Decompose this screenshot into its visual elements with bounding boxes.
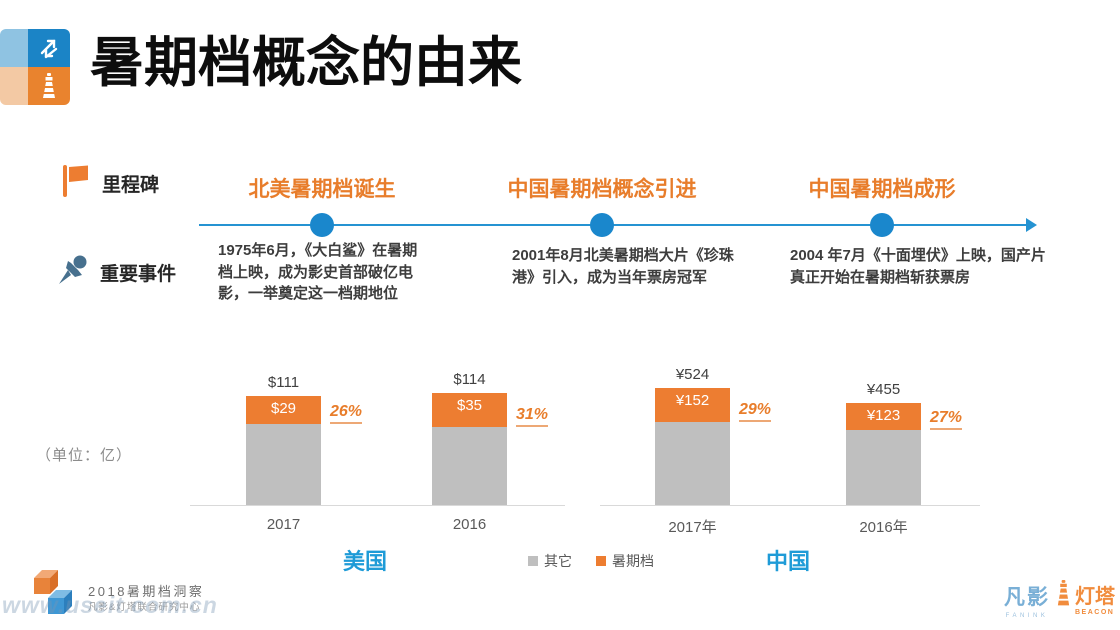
page-title: 暑期档概念的由来 — [90, 33, 522, 93]
legend-item-other: 其它 — [528, 551, 572, 571]
chart-title-china: 中国 — [765, 549, 810, 574]
beacon-logo: 灯塔 BEACON — [1056, 578, 1115, 617]
bar-segment-summer: ¥152 — [655, 388, 730, 422]
lighthouse-icon — [28, 67, 70, 105]
flag-icon — [60, 163, 90, 204]
bar-pct-label: 26% — [330, 403, 363, 424]
beacon-lighthouse-icon — [1056, 578, 1071, 617]
milestone-row-text: 里程碑 — [102, 175, 160, 196]
chart-legend: 其它 暑期档 — [528, 551, 654, 571]
bar-segment-summer: $35 — [432, 393, 507, 427]
legend-swatch-other — [528, 556, 538, 566]
milestone-title-2: 中国暑期档概念引进 — [507, 178, 697, 201]
legend-item-summer: 暑期档 — [596, 551, 654, 571]
beacon-logo-sub: BEACON — [1075, 608, 1115, 616]
chart-axis — [190, 505, 565, 506]
milestone-title-1: 北美暑期档诞生 — [248, 178, 396, 201]
bar-segment-other — [655, 422, 730, 505]
bar-segment-summer: $29 — [246, 396, 321, 424]
event-text-1: 1975年6月，《大白鲨》在暑期档上映，成为影史首部破亿电影，一举奠定这一档期地… — [218, 242, 418, 302]
watermark: www.useit.com.cn — [2, 592, 218, 618]
fanink-logo-sub: FANINK — [1005, 613, 1049, 619]
bar-category-label: 2016年 — [859, 519, 908, 536]
bar-total-label: ¥524 — [675, 366, 710, 383]
bar-category-label: 2017年 — [668, 519, 717, 536]
timeline-dot-1 — [310, 213, 334, 237]
fanink-logo: 凡影 FANINK — [1004, 581, 1050, 619]
slide-logo — [0, 29, 70, 105]
event-text-3: 2004 年7月《十面埋伏》上映，国产片真正开始在暑期档斩获票房 — [790, 247, 1046, 286]
fanink-logo-name: 凡影 — [1004, 586, 1050, 609]
legend-swatch-summer — [596, 556, 606, 566]
timeline-arrow — [1026, 218, 1037, 232]
timeline-dot-2 — [590, 213, 614, 237]
bar-segment-label: ¥123 — [866, 407, 901, 424]
bar-category-label: 2016 — [452, 516, 487, 533]
legend-label-summer: 暑期档 — [612, 553, 654, 569]
bar-total-label: ¥455 — [866, 381, 901, 398]
milestone-title-3: 中国暑期档成形 — [808, 178, 956, 201]
bar-segment-label: $29 — [270, 400, 297, 417]
beacon-logo-name: 灯塔 — [1075, 585, 1115, 608]
logo-quad-lightblue — [0, 29, 28, 67]
report-subtitle: 凡影&灯塔联合研究中心 — [88, 602, 201, 613]
report-logo — [28, 564, 78, 625]
bar-segment-other — [246, 424, 321, 505]
bar-total-label: $114 — [453, 371, 486, 388]
report-title: 2018暑期档洞察 — [88, 584, 205, 599]
unit-note: （单位：亿） — [36, 447, 133, 464]
chart-axis — [600, 505, 980, 506]
bar-segment-label: $35 — [456, 397, 483, 414]
event-text-2: 2001年8月北美暑期档大片《珍珠港》引入，成为当年票房冠军 — [512, 247, 734, 286]
legend-label-other: 其它 — [544, 553, 572, 569]
events-row-text: 重要事件 — [100, 264, 177, 285]
arrows-icon — [28, 29, 70, 67]
bar-pct-label: 27% — [930, 409, 963, 430]
chart-title-usa: 美国 — [342, 549, 387, 574]
bar-pct-label: 31% — [516, 406, 549, 427]
bar-category-label: 2017 — [266, 516, 301, 533]
pushpin-icon — [56, 253, 88, 292]
timeline-dot-3 — [870, 213, 894, 237]
bar-segment-label: ¥152 — [675, 392, 710, 409]
milestone-row-label: 里程碑 — [60, 163, 159, 204]
bar-segment-summer: ¥123 — [846, 403, 921, 430]
events-row-label: 重要事件 — [56, 253, 176, 292]
bar-segment-other — [846, 430, 921, 505]
bar-segment-other — [432, 427, 507, 505]
logo-quad-lightorange — [0, 67, 28, 105]
bar-pct-label: 29% — [739, 401, 772, 422]
bar-total-label: $111 — [267, 374, 300, 391]
